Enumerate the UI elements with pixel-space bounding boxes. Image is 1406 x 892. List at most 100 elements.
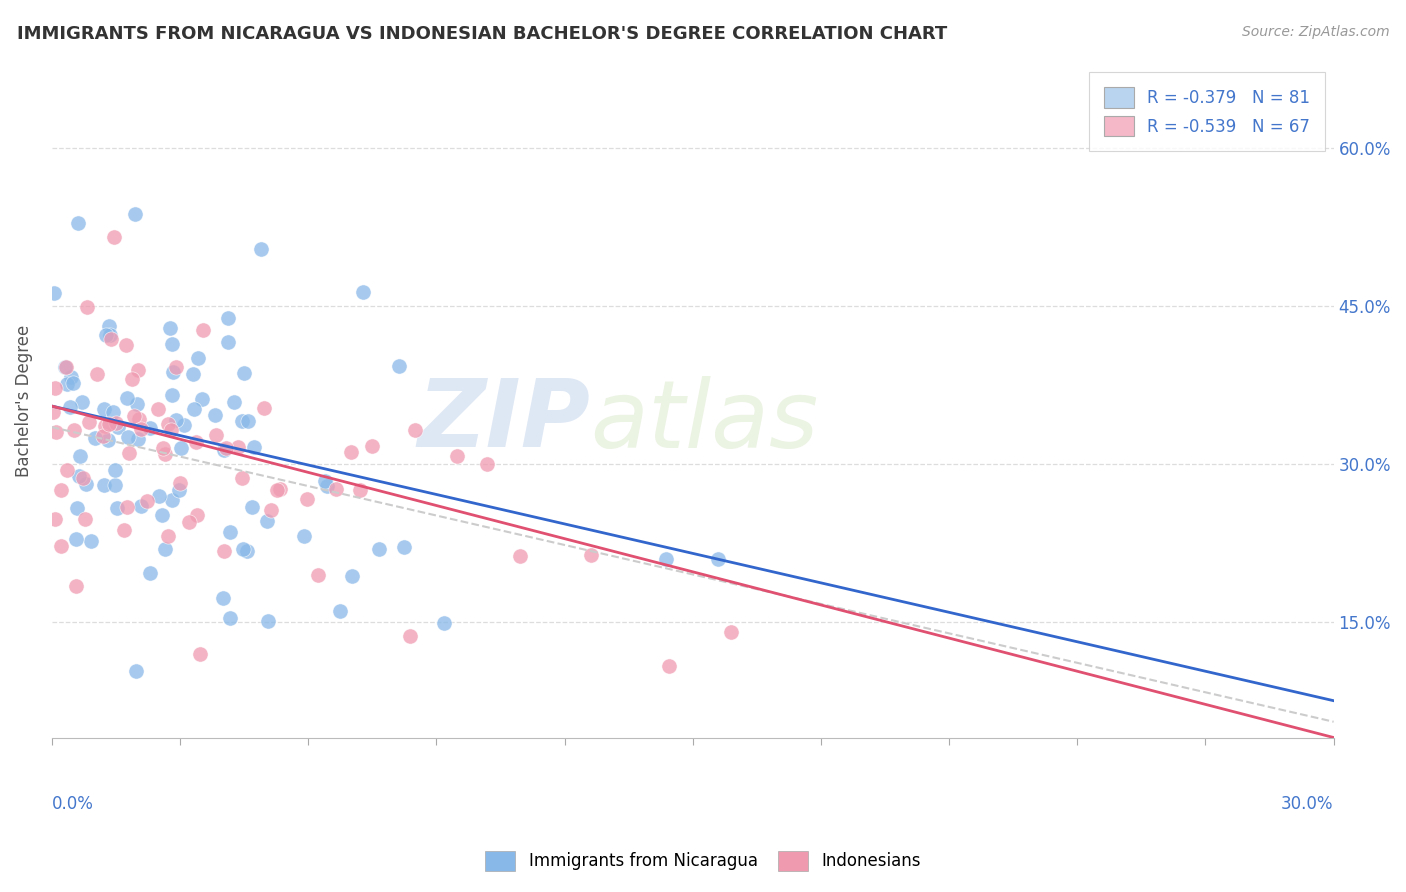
Point <box>97 319 120 334</box>
Point <box>388 359 411 374</box>
Point <box>215 441 238 455</box>
Point <box>162 387 184 401</box>
Point <box>139 420 162 434</box>
Point <box>720 624 742 639</box>
Point <box>211 591 233 605</box>
Point <box>339 445 361 459</box>
Point <box>67 469 90 483</box>
Point <box>243 440 266 454</box>
Point <box>100 332 122 346</box>
Point <box>56 463 79 477</box>
Point <box>45 425 67 439</box>
Point <box>70 394 93 409</box>
Point <box>167 483 190 497</box>
Point <box>127 432 149 446</box>
Point <box>75 477 97 491</box>
Point <box>105 417 128 431</box>
Point <box>44 512 66 526</box>
Legend: R = -0.379   N = 81, R = -0.539   N = 67: R = -0.379 N = 81, R = -0.539 N = 67 <box>1090 72 1326 152</box>
Point <box>361 439 384 453</box>
Point <box>97 417 120 432</box>
Point <box>165 359 187 374</box>
Point <box>314 474 336 488</box>
Point <box>83 431 105 445</box>
Point <box>191 392 214 406</box>
Point <box>260 502 283 516</box>
Point <box>93 401 115 416</box>
Point <box>233 366 256 380</box>
Point <box>170 441 193 455</box>
Point <box>446 449 468 463</box>
Point <box>269 482 291 496</box>
Text: 30.0%: 30.0% <box>1281 796 1334 814</box>
Point <box>212 544 235 558</box>
Point <box>160 337 183 351</box>
Point <box>232 541 254 556</box>
Point <box>56 376 79 391</box>
Point <box>124 207 146 221</box>
Point <box>404 423 426 437</box>
Point <box>121 372 143 386</box>
Point <box>292 529 315 543</box>
Point <box>117 500 139 514</box>
Point <box>65 501 87 516</box>
Point <box>179 515 201 529</box>
Point <box>214 443 236 458</box>
Point <box>658 659 681 673</box>
Point <box>433 615 456 630</box>
Text: atlas: atlas <box>591 376 818 467</box>
Legend: Immigrants from Nicaragua, Indonesians: Immigrants from Nicaragua, Indonesians <box>477 842 929 880</box>
Point <box>205 428 228 442</box>
Point <box>128 412 150 426</box>
Point <box>166 413 188 427</box>
Point <box>59 370 82 384</box>
Point <box>104 463 127 477</box>
Point <box>103 405 125 419</box>
Point <box>368 542 391 557</box>
Point <box>236 543 259 558</box>
Point <box>173 417 195 432</box>
Point <box>91 429 114 443</box>
Point <box>219 525 242 540</box>
Point <box>217 335 239 350</box>
Point <box>217 310 239 325</box>
Point <box>66 217 89 231</box>
Point <box>65 579 87 593</box>
Point <box>53 360 76 375</box>
Point <box>224 395 246 409</box>
Point <box>136 493 159 508</box>
Point <box>250 242 273 256</box>
Point <box>184 435 207 450</box>
Point <box>219 611 242 625</box>
Point <box>65 533 87 547</box>
Point <box>162 365 184 379</box>
Point <box>160 423 183 437</box>
Text: 0.0%: 0.0% <box>52 796 94 814</box>
Point <box>112 524 135 538</box>
Point <box>55 359 77 374</box>
Point <box>131 499 153 513</box>
Point <box>139 566 162 581</box>
Point <box>125 665 148 679</box>
Point <box>307 567 329 582</box>
Point <box>181 367 204 381</box>
Point <box>51 540 73 554</box>
Point <box>153 447 176 461</box>
Point <box>155 541 177 556</box>
Y-axis label: Bachelor's Degree: Bachelor's Degree <box>15 325 32 477</box>
Point <box>146 402 169 417</box>
Point <box>125 397 148 411</box>
Point <box>79 534 101 549</box>
Point <box>44 381 66 395</box>
Point <box>59 400 82 414</box>
Point <box>159 321 181 335</box>
Point <box>51 483 73 498</box>
Point <box>105 501 128 516</box>
Point <box>97 433 120 447</box>
Point <box>44 286 66 301</box>
Point <box>509 549 531 564</box>
Point <box>77 415 100 429</box>
Point <box>148 489 170 503</box>
Point <box>204 408 226 422</box>
Point <box>340 569 363 583</box>
